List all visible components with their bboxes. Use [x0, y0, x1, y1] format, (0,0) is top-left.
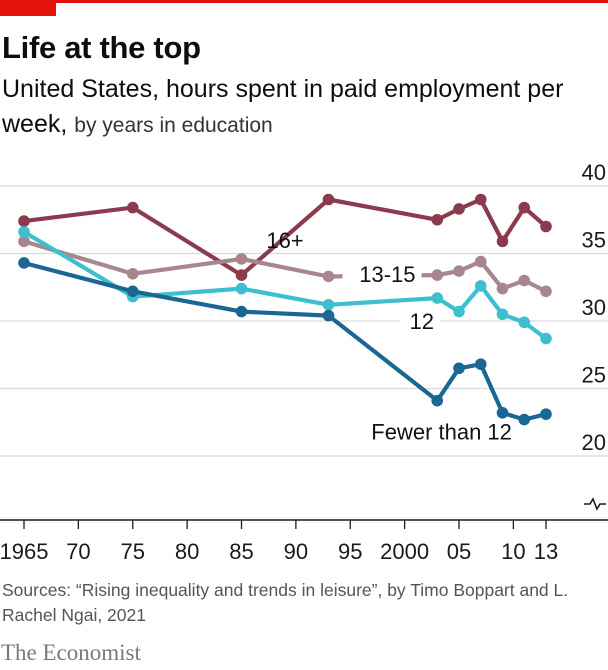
data-point [453, 203, 465, 215]
series-label-background [342, 259, 422, 290]
data-point [474, 193, 487, 206]
series-label: Fewer than 12 [371, 420, 512, 445]
data-point [235, 253, 248, 265]
data-point [126, 201, 139, 214]
data-point [496, 282, 509, 295]
series-line [21, 260, 549, 422]
series-3 [18, 257, 552, 426]
data-point [518, 201, 531, 214]
data-point [453, 362, 465, 375]
x-tick-label: 05 [447, 539, 471, 564]
data-point [474, 255, 487, 268]
data-point [540, 220, 552, 233]
y-tick-label: 20 [582, 430, 606, 455]
axis-break-icon [584, 497, 606, 511]
data-point [496, 235, 509, 248]
data-point [235, 282, 248, 295]
subtitle-detail: by years in education [74, 114, 273, 137]
data-point [431, 394, 444, 407]
subtitle-main: United States, hours spent in paid emplo… [2, 75, 564, 138]
data-point [518, 316, 531, 329]
x-tick-label: 13 [534, 539, 558, 564]
series-1 [18, 235, 552, 298]
x-tick-label: 85 [229, 539, 253, 564]
grid-lines [0, 185, 608, 457]
accent-rule [0, 0, 608, 3]
series-line [21, 239, 549, 294]
data-point [453, 265, 465, 277]
data-point [496, 308, 509, 321]
data-point [474, 358, 487, 370]
data-point [540, 332, 552, 345]
series-line [21, 197, 549, 278]
brand-logo: The Economist [1, 640, 141, 665]
accent-tab [0, 0, 56, 16]
data-point [18, 257, 30, 269]
data-point [322, 309, 335, 322]
data-point [540, 285, 552, 298]
data-point [18, 235, 30, 248]
y-tick-label: 35 [582, 228, 606, 253]
data-point [322, 270, 335, 283]
data-point [18, 226, 30, 238]
x-tick-label: 75 [121, 539, 145, 564]
series-0 [18, 193, 552, 281]
line-chart: 40 35 30 25 20 1965 70 75 80 85 90 95 2000 05 10 13 16… [0, 160, 608, 564]
x-tick-label: 95 [338, 539, 362, 564]
x-tick-label: 70 [66, 539, 90, 564]
data-point [431, 292, 444, 304]
data-point [518, 274, 531, 287]
data-point [322, 193, 335, 206]
data-point [431, 269, 444, 281]
data-point [18, 215, 30, 227]
series-labels: 16+ 13-15 12 Fewer than 12 [266, 228, 512, 445]
x-tick-label: 10 [501, 539, 525, 564]
data-point [496, 407, 509, 419]
source-note: Sources: “Rising inequality and trends i… [2, 580, 569, 625]
y-tick-label: 40 [582, 160, 606, 185]
x-axis-ticks: 1965 70 75 80 85 90 95 2000 05 10 13 [0, 520, 558, 564]
axis-break-icon [584, 497, 606, 511]
series-line [21, 229, 549, 341]
series-label: 16+ [266, 228, 303, 253]
data-point [540, 408, 552, 420]
data-point [474, 280, 487, 292]
x-tick-label: 1965 [0, 539, 48, 564]
data-point [126, 267, 139, 280]
x-tick-label: 2000 [380, 539, 429, 564]
series-lines [18, 193, 552, 426]
chart-subtitle: United States, hours spent in paid emplo… [2, 72, 592, 143]
series-label-background [399, 307, 440, 337]
x-tick-label: 80 [175, 539, 199, 564]
x-tick-label: 90 [284, 539, 308, 564]
data-point [322, 299, 335, 311]
series-label: 13-15 [359, 262, 415, 287]
data-point [235, 305, 248, 318]
y-axis-ticks: 40 35 30 25 20 [582, 160, 606, 455]
chart-title: Life at the top [2, 30, 201, 65]
data-point [453, 305, 465, 318]
y-tick-label: 30 [582, 295, 606, 320]
data-point [431, 213, 444, 226]
data-point [518, 413, 531, 426]
data-point [235, 269, 248, 281]
data-point [126, 285, 139, 298]
y-tick-label: 25 [582, 363, 606, 388]
series-label: 12 [410, 309, 434, 334]
